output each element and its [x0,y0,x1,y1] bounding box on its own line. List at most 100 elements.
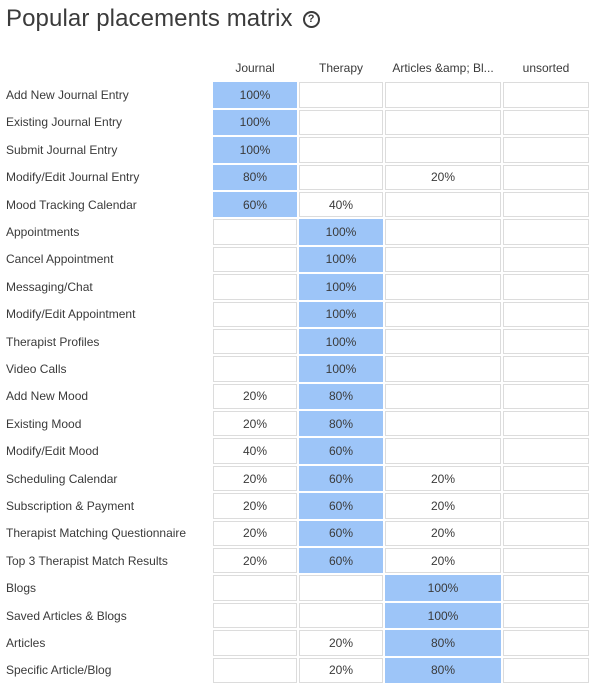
matrix-cell-therapy [299,164,383,190]
row-label: Modify/Edit Journal Entry [6,170,140,185]
matrix-cell-articles [385,411,501,437]
matrix-cell-therapy: 100% [299,246,383,273]
matrix-cell-unsorted [503,274,589,300]
matrix-cell-journal: 100% [213,109,297,136]
matrix-row: Existing Journal Entry 100% [6,109,589,136]
matrix-cell-articles [385,109,501,136]
matrix-cell-unsorted [503,328,589,355]
matrix-cell-therapy: 40% [299,191,383,218]
row-label: Video Calls [6,361,67,376]
matrix-row: Messaging/Chat 100% [6,274,589,300]
row-label: Existing Mood [6,416,82,431]
row-label: Mood Tracking Calendar [6,197,137,212]
matrix-row: Subscription & Payment 20% 60% 20% [6,493,589,519]
row-label: Top 3 Therapist Match Results [6,553,168,568]
matrix-cell-journal [213,219,297,245]
matrix-cell-therapy: 80% [299,411,383,437]
matrix-cell-unsorted [503,465,589,492]
matrix-cell-unsorted [503,438,589,464]
matrix-row: Modify/Edit Appointment 100% [6,301,589,327]
matrix-cell-articles [385,246,501,273]
matrix-cell-therapy [299,109,383,136]
matrix-cell-therapy: 100% [299,356,383,382]
row-label: Appointments [6,225,80,240]
matrix-cell-journal [213,246,297,273]
matrix-cell-journal [213,602,297,629]
column-header-unsorted: unsorted [522,60,570,75]
matrix-cell-journal [213,328,297,355]
matrix-cell-articles [385,274,501,300]
row-label: Articles [6,635,46,650]
matrix-cell-articles [385,328,501,355]
row-label: Scheduling Calendar [6,471,118,486]
matrix-cell-journal [213,630,297,656]
help-icon[interactable]: ? [302,10,320,28]
row-label: Add New Journal Entry [6,88,129,103]
matrix-cell-journal: 20% [213,465,297,492]
page-title: Popular placements matrix [6,5,293,32]
matrix-cell-unsorted [503,109,589,136]
matrix-cell-journal [213,575,297,601]
column-header-journal: Journal [235,60,275,75]
matrix-cell-articles: 20% [385,520,501,547]
matrix-cell-therapy [299,602,383,629]
matrix-cell-therapy: 100% [299,274,383,300]
matrix-cell-articles [385,191,501,218]
matrix-cell-unsorted [503,411,589,437]
matrix-cell-unsorted [503,301,589,327]
matrix-cell-unsorted [503,548,589,574]
matrix-cell-unsorted [503,383,589,410]
matrix-cell-journal: 20% [213,383,297,410]
matrix-cell-articles [385,82,501,108]
matrix-cell-articles: 20% [385,548,501,574]
matrix-cell-articles: 20% [385,164,501,190]
row-label: Modify/Edit Mood [6,444,99,459]
matrix-cell-articles: 20% [385,465,501,492]
matrix-row: Scheduling Calendar 20% 60% 20% [6,465,589,492]
matrix-cell-unsorted [503,575,589,601]
column-header-articles: Articles &amp; Bl... [392,60,494,75]
matrix-cell-therapy: 100% [299,328,383,355]
matrix-row: Existing Mood 20% 80% [6,411,589,437]
matrix-header-row: Journal Therapy Articles &amp; Bl... uns… [6,55,589,80]
matrix-cell-journal: 20% [213,493,297,519]
row-label: Blogs [6,581,37,596]
matrix-cell-articles [385,137,501,163]
matrix-cell-unsorted [503,191,589,218]
matrix-cell-therapy [299,575,383,601]
matrix-cell-therapy: 60% [299,493,383,519]
matrix-cell-unsorted [503,164,589,190]
matrix-cell-articles: 20% [385,493,501,519]
row-label: Saved Articles & Blogs [6,608,127,623]
matrix-row: Blogs 100% [6,575,589,601]
matrix-cell-therapy: 60% [299,520,383,547]
matrix-row: Modify/Edit Mood 40% 60% [6,438,589,464]
row-label: Cancel Appointment [6,252,114,267]
matrix-cell-unsorted [503,219,589,245]
matrix-cell-journal: 20% [213,411,297,437]
matrix-cell-unsorted [503,657,589,683]
matrix-cell-journal: 100% [213,82,297,108]
matrix-cell-therapy: 20% [299,657,383,683]
matrix-cell-articles [385,219,501,245]
matrix-row: Add New Mood 20% 80% [6,383,589,410]
matrix-cell-unsorted [503,520,589,547]
matrix-cell-articles [385,301,501,327]
matrix-row: Add New Journal Entry 100% [6,82,589,108]
page-header: Popular placements matrix ? [6,2,320,36]
matrix-row: Cancel Appointment 100% [6,246,589,273]
matrix-cell-journal [213,657,297,683]
matrix-cell-therapy [299,137,383,163]
row-label: Add New Mood [6,389,89,404]
row-label: Therapist Profiles [6,334,100,349]
matrix-cell-journal: 60% [213,191,297,218]
matrix-body: Add New Journal Entry 100% Existing Journa… [6,82,589,683]
matrix-cell-unsorted [503,493,589,519]
matrix-cell-unsorted [503,356,589,382]
matrix-cell-therapy: 60% [299,548,383,574]
matrix-cell-journal: 20% [213,548,297,574]
matrix-row: Appointments 100% [6,219,589,245]
matrix-cell-articles: 80% [385,630,501,656]
matrix-cell-therapy: 60% [299,465,383,492]
matrix-cell-unsorted [503,602,589,629]
